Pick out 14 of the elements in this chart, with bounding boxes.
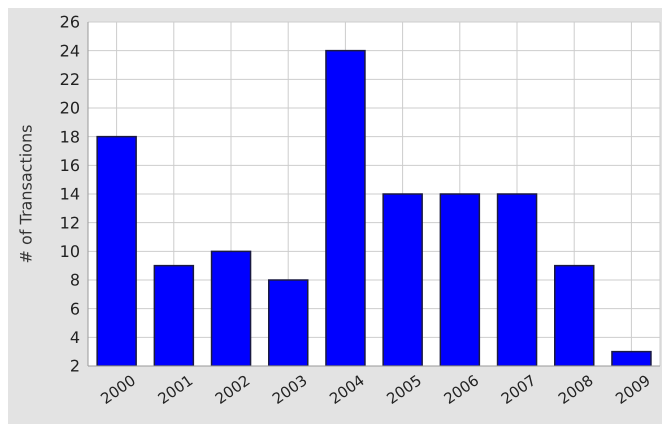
y-axis-title: # of Transactions (16, 124, 36, 264)
y-tick-label: 6 (70, 299, 80, 318)
y-tick-label: 22 (60, 70, 80, 90)
y-tick-label: 10 (60, 242, 80, 262)
y-tick-label: 18 (60, 127, 80, 146)
y-tick-label: 26 (60, 12, 80, 32)
y-tick-label: 4 (70, 328, 80, 348)
y-tick-label: 20 (60, 98, 80, 118)
y-tick-label: 24 (60, 41, 80, 60)
y-tick-label: 16 (60, 156, 80, 176)
y-tick-label: 12 (60, 213, 80, 232)
y-tick-label: 2 (70, 356, 80, 376)
y-tick-label: 8 (70, 270, 80, 290)
y-tick-label: 14 (60, 184, 80, 204)
